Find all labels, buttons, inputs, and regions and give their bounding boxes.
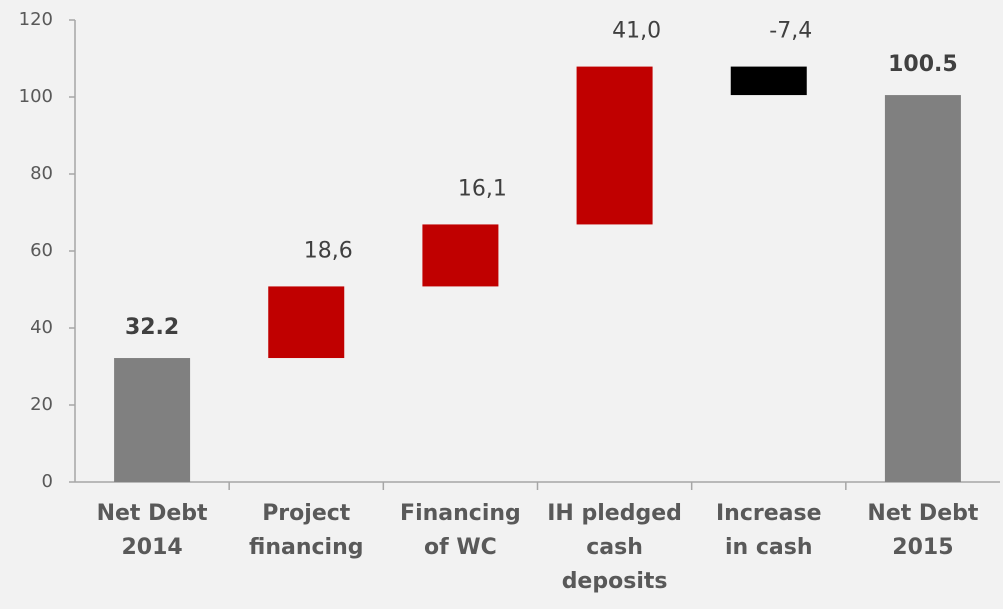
y-tick-label: 0 bbox=[42, 471, 53, 492]
y-tick-label: 120 bbox=[19, 9, 53, 30]
x-tick-label: 2014 bbox=[121, 535, 182, 560]
x-tick-label: Increase bbox=[716, 501, 822, 526]
value-label: 18,6 bbox=[304, 238, 353, 263]
bar bbox=[114, 358, 191, 482]
x-tick-label: Net Debt bbox=[97, 501, 208, 526]
bar bbox=[268, 286, 345, 359]
y-tick-label: 40 bbox=[30, 317, 53, 338]
x-tick-label: IH pledged bbox=[547, 501, 682, 526]
value-label: 41,0 bbox=[612, 19, 661, 44]
value-label: 16,1 bbox=[458, 176, 507, 201]
bar bbox=[730, 66, 807, 96]
x-tick-label: deposits bbox=[562, 569, 668, 594]
x-tick-label: in cash bbox=[725, 535, 813, 560]
x-tick-label: financing bbox=[249, 535, 363, 560]
y-tick-label: 60 bbox=[30, 240, 53, 261]
y-tick-label: 80 bbox=[30, 163, 53, 184]
bar bbox=[884, 95, 961, 482]
x-tick-label: Project bbox=[262, 501, 351, 526]
y-tick-label: 100 bbox=[19, 86, 53, 107]
x-tick-label: Net Debt bbox=[867, 501, 978, 526]
x-tick-label: Financing bbox=[400, 501, 521, 526]
value-label: -7,4 bbox=[769, 19, 812, 44]
bar bbox=[422, 224, 499, 287]
x-tick-label: 2015 bbox=[892, 535, 953, 560]
x-tick-label: of WC bbox=[424, 535, 497, 560]
y-tick-label: 20 bbox=[30, 394, 53, 415]
value-label: 100.5 bbox=[888, 52, 958, 77]
x-tick-label: cash bbox=[586, 535, 643, 560]
bar bbox=[576, 66, 653, 225]
value-label: 32.2 bbox=[125, 315, 179, 340]
